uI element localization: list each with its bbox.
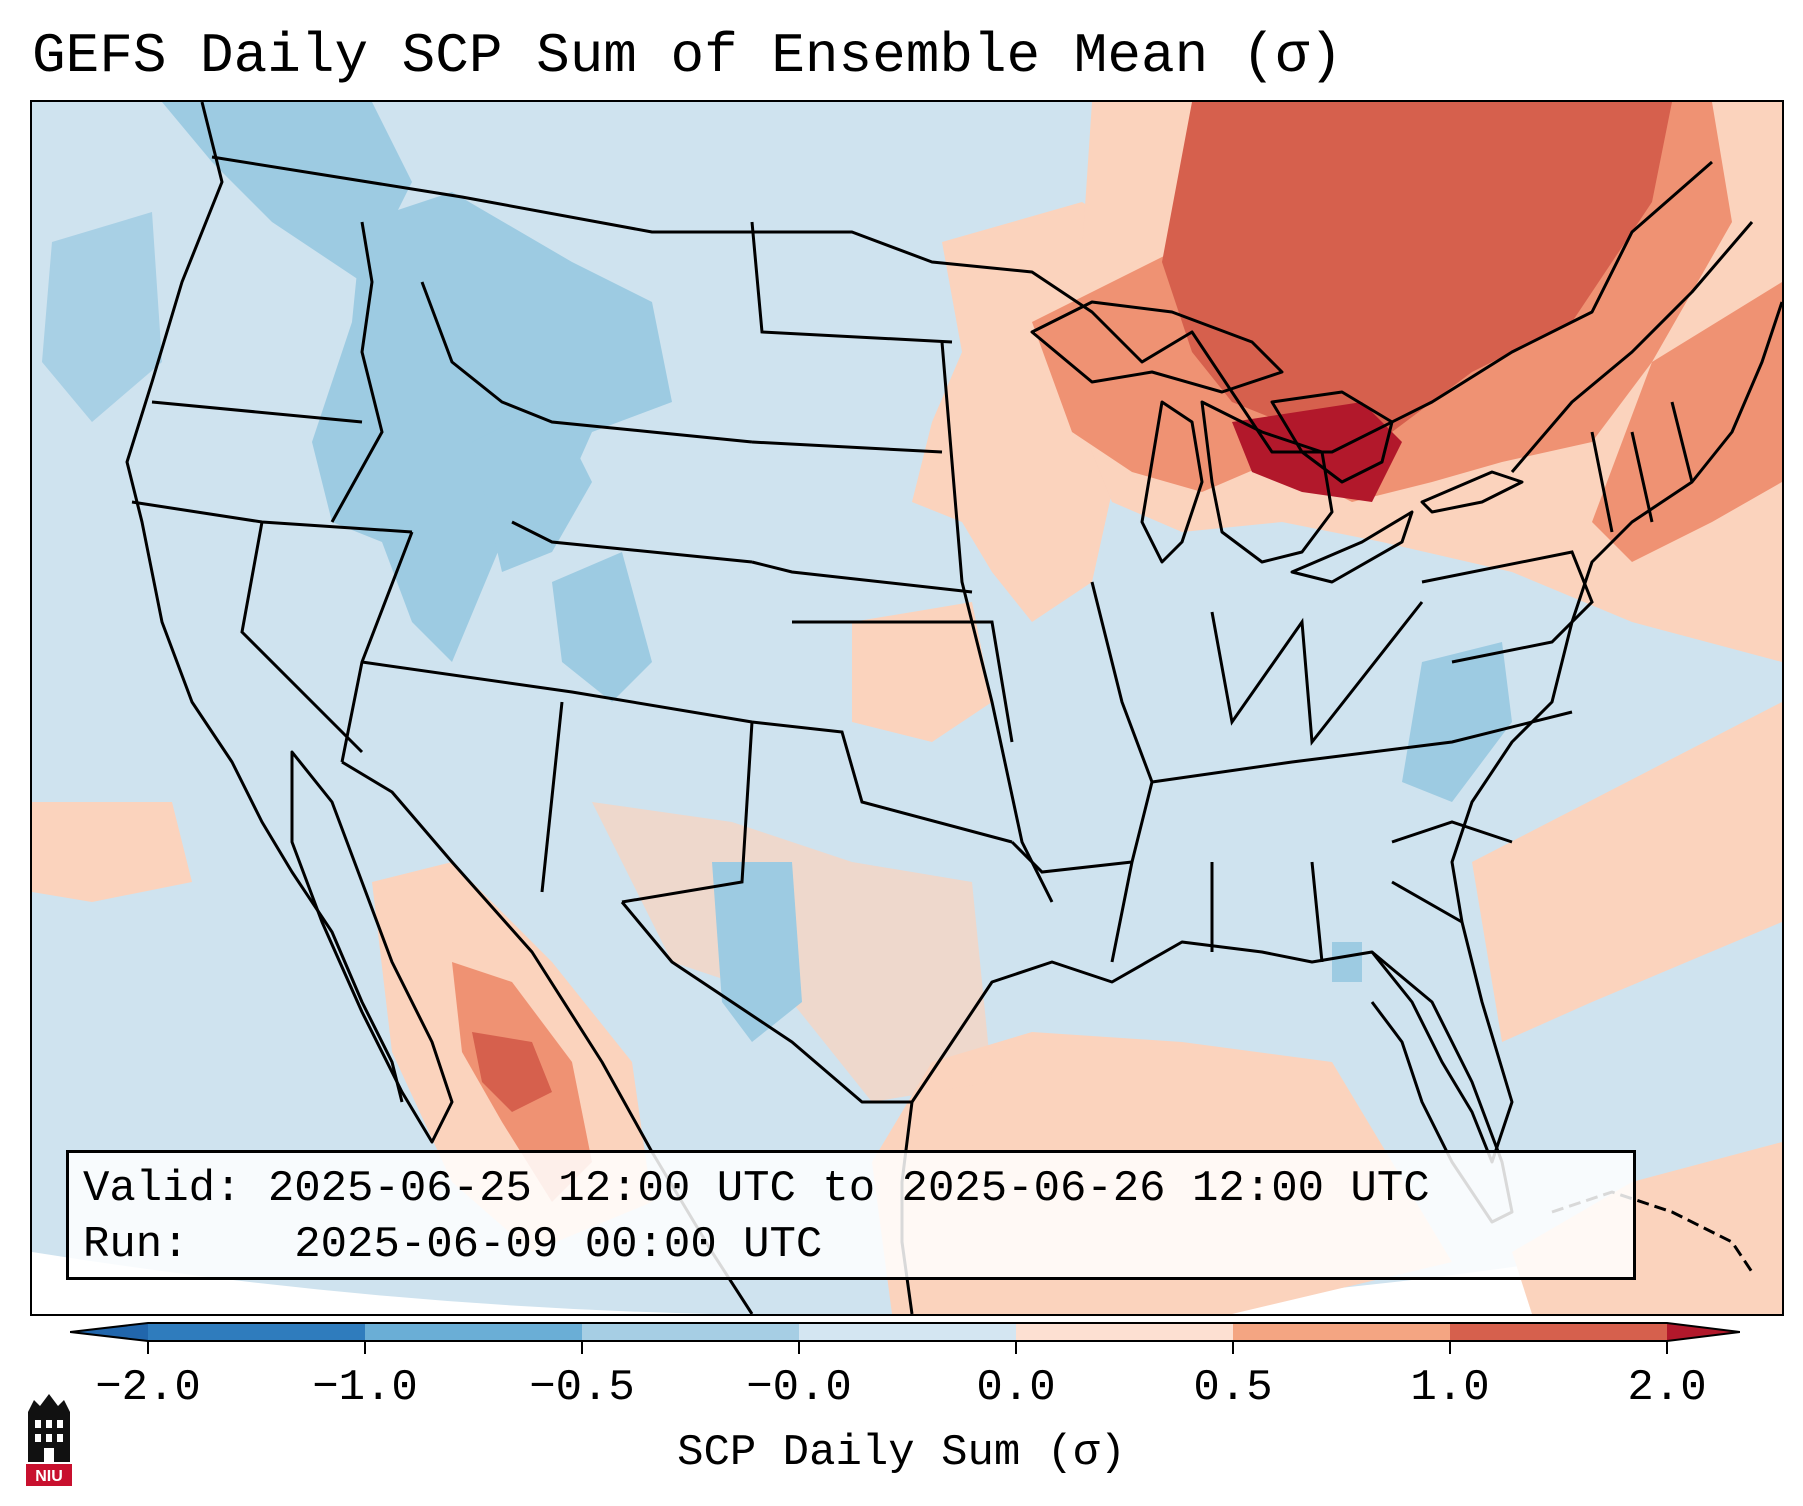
lake-erie [1290, 510, 1414, 584]
state-borders [131, 221, 1694, 963]
colorbar [70, 1322, 1740, 1354]
colorbar-tick-label: 0.5 [1193, 1363, 1273, 1413]
colorbar-extend-high [1667, 1323, 1740, 1341]
border-ms-al-ga [1210, 861, 1463, 963]
anomaly-region-idaho-montana [312, 192, 672, 662]
border-ok-tx [751, 720, 1013, 844]
colorbar-extend-low [70, 1323, 148, 1341]
border-new-england [1590, 401, 1694, 533]
lower-michigan [1200, 400, 1334, 564]
border-pa-ny [1421, 550, 1594, 664]
niu-logo: NIU [26, 1394, 72, 1486]
colorbar-tick-label: 2.0 [1627, 1363, 1707, 1413]
logo-text: NIU [35, 1468, 63, 1485]
gulf-coast [620, 301, 1782, 1164]
border-wy-co [511, 520, 753, 564]
map-panel [30, 100, 1784, 1316]
colorbar-segment-3 [582, 1323, 799, 1341]
border-ca-nv [240, 521, 364, 754]
colorbar-segment-6 [1233, 1323, 1450, 1341]
map-title: GEFS Daily SCP Sum of Ensemble Mean (σ) [32, 24, 1343, 88]
colorbar-tick-label: −1.0 [312, 1363, 418, 1413]
anomaly-region-new-england [1592, 282, 1782, 562]
colorbar-tick-label: −0.5 [529, 1363, 635, 1413]
anomaly-region-virginia [1402, 642, 1512, 802]
valid-value: 2025-06-25 12:00 UTC to 2025-06-26 12:00… [267, 1164, 1430, 1214]
baja-california [290, 750, 454, 1144]
colorbar-segment-7 [1450, 1323, 1667, 1341]
anomaly-region-pacific [32, 802, 192, 902]
border-mn-ia-mo [940, 341, 1054, 903]
west-coast [125, 102, 404, 1103]
outside-domain-region [32, 1222, 1782, 1314]
lake-superior [1030, 300, 1284, 394]
colorbar-segment-5 [1016, 1323, 1233, 1341]
colorbar-tick-label: −2.0 [95, 1363, 201, 1413]
border-az-nm [540, 701, 564, 893]
canada-us-border [211, 155, 1713, 454]
lake-huron [1270, 390, 1394, 484]
map-canvas [32, 102, 1782, 1314]
valid-label: Valid: [83, 1164, 242, 1214]
lake-michigan [1140, 400, 1204, 564]
colorbar-segment-1 [148, 1323, 365, 1341]
negative-anomaly-fields [42, 102, 1512, 1042]
border-ks-ok [792, 620, 1014, 743]
run-time-line: Run: 2025-06-09 00:00 UTC [83, 1217, 1619, 1273]
border-sd-ne [751, 440, 943, 454]
border-id-west [330, 221, 384, 523]
border-dakotas [750, 221, 953, 344]
colorbar-segment-2 [365, 1323, 582, 1341]
valid-time-line: Valid: 2025-06-25 12:00 UTC to 2025-06-2… [83, 1161, 1619, 1217]
anomaly-region-wyoming-utah [472, 402, 592, 572]
colorbar-tick-label: 1.0 [1410, 1363, 1490, 1413]
anomaly-region-sierra-madre-core [472, 1032, 552, 1112]
run-value: 2025-06-09 00:00 UTC [294, 1220, 823, 1270]
anomaly-region-kansas [852, 602, 992, 742]
anomaly-region-georgia [1332, 942, 1362, 982]
border-ne-ks [751, 560, 973, 594]
anomaly-region-central-texas [712, 862, 802, 1042]
border-wa-or [151, 400, 363, 424]
validity-info-box: Valid: 2025-06-25 12:00 UTC to 2025-06-2… [66, 1150, 1636, 1280]
colorbar-label: SCP Daily Sum (σ) [677, 1428, 1126, 1478]
border-tn-ky [1151, 710, 1573, 784]
border-nc-sc [1391, 820, 1513, 844]
st-lawrence [1510, 221, 1754, 473]
logo-banner [26, 1464, 72, 1486]
border-mt-wy-id [420, 281, 753, 444]
anomaly-region-west-coast [42, 212, 162, 422]
colorbar-tick-label: −0.0 [746, 1363, 852, 1413]
border-ut-az [361, 660, 753, 724]
anomaly-region-great-lakes-dark [1162, 102, 1672, 462]
anomaly-region-colorado [552, 552, 652, 702]
colorbar-ticks [147, 1341, 1668, 1354]
lake-ontario [1420, 470, 1524, 514]
colorbar-tick-label: 0.0 [976, 1363, 1056, 1413]
colorbar-segment-4 [799, 1323, 1016, 1341]
border-ar-la [1010, 840, 1133, 874]
border-il-in-oh [1210, 601, 1424, 746]
run-label: Run: [83, 1220, 189, 1270]
anomaly-region-washington [162, 102, 412, 282]
border-nm-tx [621, 721, 754, 904]
anomaly-region-atlantic [1472, 702, 1782, 1042]
